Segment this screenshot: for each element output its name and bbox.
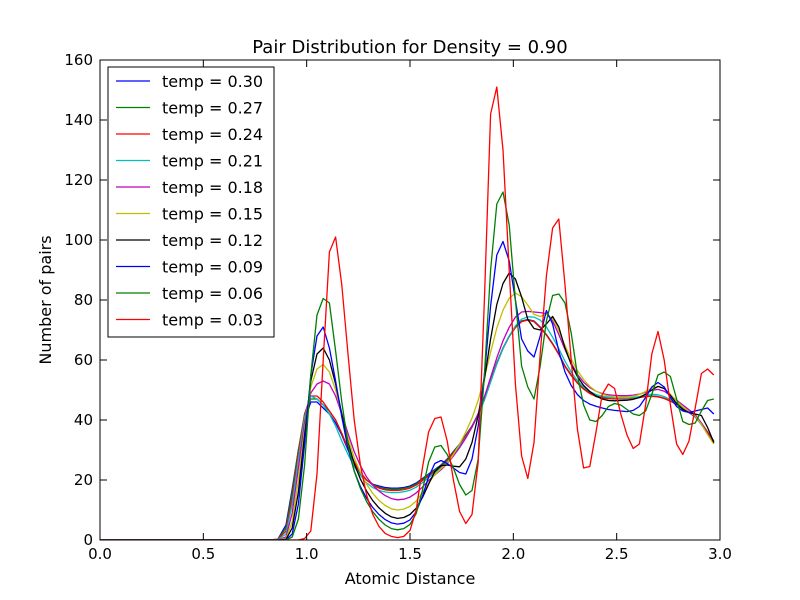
x-tick-label: 2.0 — [501, 545, 525, 563]
y-tick-label: 20 — [74, 471, 93, 489]
y-tick-label: 160 — [64, 51, 93, 69]
x-axis-label: Atomic Distance — [345, 569, 476, 588]
x-tick-label: 1.0 — [295, 545, 319, 563]
y-axis-ticks: 0 20 40 60 80 100 120 140 160 — [64, 51, 720, 549]
y-tick-label: 80 — [74, 291, 93, 309]
y-tick-label: 0 — [83, 531, 93, 549]
series-line-10 — [100, 86, 715, 540]
series-line-8 — [100, 240, 715, 540]
legend-label-1: temp = 0.30 — [162, 72, 263, 91]
x-tick-label: 1.5 — [398, 545, 422, 563]
y-tick-label: 140 — [64, 111, 93, 129]
x-tick-label: 0.5 — [191, 545, 215, 563]
y-tick-label: 120 — [64, 171, 93, 189]
y-tick-label: 100 — [64, 231, 93, 249]
legend-label-3: temp = 0.24 — [162, 125, 263, 144]
x-tick-label: 2.5 — [605, 545, 629, 563]
legend-box — [107, 66, 275, 338]
series-line-9 — [100, 191, 714, 540]
y-tick-label: 40 — [74, 411, 93, 429]
legend-label-4: temp = 0.21 — [162, 152, 263, 171]
y-axis-label: Number of pairs — [36, 235, 55, 364]
legend-label-5: temp = 0.18 — [162, 178, 263, 197]
legend-label-8: temp = 0.09 — [162, 258, 263, 277]
chart-title: Pair Distribution for Density = 0.90 — [252, 37, 567, 58]
legend-label-7: temp = 0.12 — [162, 231, 263, 250]
y-tick-label: 60 — [74, 351, 93, 369]
x-tick-label: 3.0 — [708, 545, 732, 563]
x-axis-ticks: 0.0 0.5 1.0 1.5 2.0 2.5 3.0 — [88, 60, 732, 563]
legend-label-10: temp = 0.03 — [162, 311, 263, 330]
legend-label-6: temp = 0.15 — [162, 205, 263, 224]
x-tick-label: 0.0 — [88, 545, 112, 563]
legend-label-9: temp = 0.06 — [162, 284, 263, 303]
legend-label-2: temp = 0.27 — [162, 99, 263, 118]
series-lines — [100, 86, 715, 540]
legend: temp = 0.30 temp = 0.27 temp = 0.24 temp = … — [107, 66, 275, 338]
